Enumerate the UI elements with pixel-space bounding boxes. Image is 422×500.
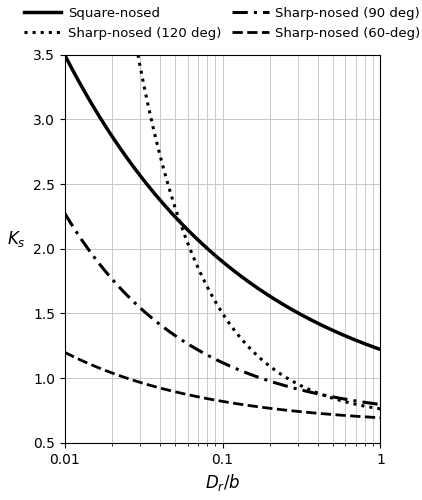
Sharp-nosed (60-deg) (246, 402, 251, 408)
Sharp-nosed (90 deg) (246, 370, 251, 376)
Sharp-nosed (90 deg) (254, 374, 259, 380)
Sharp-nosed (60-deg) (302, 409, 307, 415)
Legend: Square-nosed, Sharp-nosed (120 deg), Sharp-nosed (90 deg), Sharp-nosed (60-deg): Square-nosed, Sharp-nosed (120 deg), Sha… (24, 7, 421, 40)
Y-axis label: $K_s$: $K_s$ (7, 228, 26, 248)
Square-nosed (334, 329, 339, 335)
Sharp-nosed (120 deg) (246, 344, 251, 349)
Square-nosed (254, 284, 259, 290)
Sharp-nosed (60-deg) (263, 405, 268, 411)
Sharp-nosed (120 deg) (334, 396, 339, 402)
Square-nosed (62, 52, 67, 58)
Sharp-nosed (120 deg) (263, 360, 268, 366)
Square-nosed (378, 346, 383, 352)
X-axis label: $D_r/b$: $D_r/b$ (205, 472, 240, 493)
Sharp-nosed (90 deg) (302, 388, 307, 394)
Sharp-nosed (90 deg) (378, 402, 383, 407)
Sharp-nosed (90 deg) (263, 377, 268, 383)
Sharp-nosed (60-deg) (81, 358, 87, 364)
Sharp-nosed (60-deg) (334, 412, 339, 418)
Sharp-nosed (60-deg) (378, 415, 383, 421)
Square-nosed (81, 88, 87, 94)
Sharp-nosed (60-deg) (62, 350, 67, 356)
Line: Sharp-nosed (60-deg): Sharp-nosed (60-deg) (65, 352, 381, 418)
Line: Square-nosed: Square-nosed (65, 55, 381, 350)
Sharp-nosed (90 deg) (334, 394, 339, 400)
Sharp-nosed (90 deg) (62, 210, 67, 216)
Sharp-nosed (60-deg) (254, 404, 259, 409)
Square-nosed (246, 278, 251, 284)
Line: Sharp-nosed (90 deg): Sharp-nosed (90 deg) (65, 213, 381, 404)
Sharp-nosed (120 deg) (254, 352, 259, 358)
Sharp-nosed (120 deg) (378, 406, 383, 412)
Square-nosed (302, 314, 307, 320)
Sharp-nosed (120 deg) (302, 384, 307, 390)
Line: Sharp-nosed (120 deg): Sharp-nosed (120 deg) (65, 0, 381, 409)
Sharp-nosed (90 deg) (81, 240, 87, 246)
Square-nosed (263, 290, 268, 296)
